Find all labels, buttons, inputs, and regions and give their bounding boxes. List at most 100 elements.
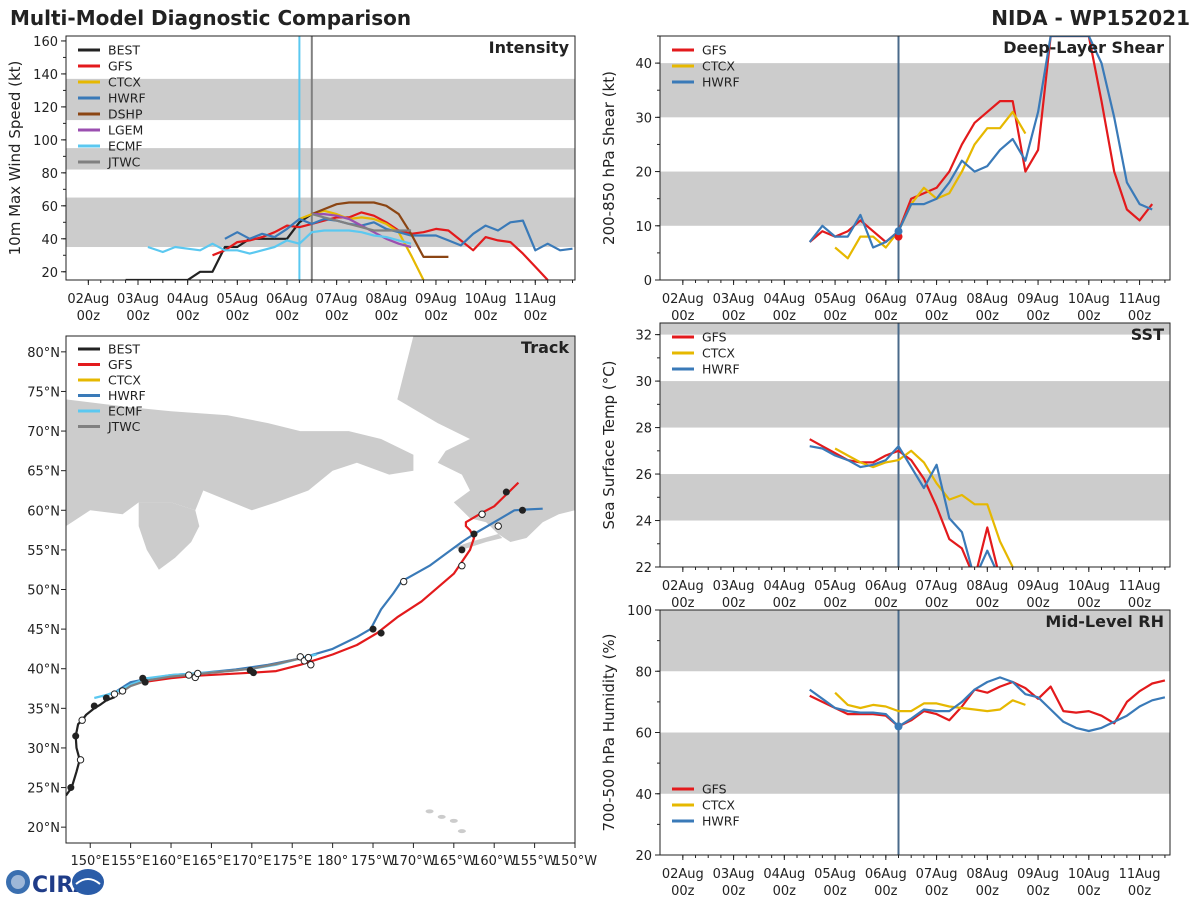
- track-lat-label: 75°N: [27, 385, 60, 400]
- track-lon-label: 175°W: [351, 854, 395, 869]
- track-landmass: [453, 534, 503, 550]
- shear-ytick-label: 10: [635, 220, 652, 235]
- track-open-marker: [118, 687, 127, 695]
- shear-xtick-label: 10Aug: [1068, 292, 1110, 307]
- sst-xtick-sublabel: 00z: [1077, 596, 1101, 611]
- shear-legend-label: HWRF: [702, 75, 740, 90]
- intensity-xtick-label: 06Aug: [266, 292, 308, 307]
- track-lon-label: 150°E: [70, 854, 110, 869]
- track-position-marker: [67, 784, 75, 792]
- sst-band: [660, 323, 1170, 335]
- track-lon-label: 170°E: [232, 854, 272, 869]
- rh-xtick-sublabel: 00z: [1128, 884, 1152, 899]
- shear-xtick-sublabel: 00z: [1026, 309, 1050, 324]
- sst-xtick-label: 04Aug: [763, 579, 805, 594]
- intensity-xtick-sublabel: 00z: [424, 309, 448, 324]
- rh-title: Mid-Level RH: [1045, 612, 1164, 631]
- intensity-xtick-sublabel: 00z: [375, 309, 399, 324]
- shear-xtick-label: 03Aug: [713, 292, 755, 307]
- track-open-marker: [78, 716, 86, 724]
- intensity-xtick-label: 02Aug: [67, 292, 109, 307]
- track-position-marker: [369, 625, 377, 633]
- track-lon-label: 165°E: [192, 854, 232, 869]
- track-landmass: [138, 502, 200, 570]
- track-legend-label: CTCX: [108, 373, 141, 388]
- intensity-xtick-label: 04Aug: [167, 292, 209, 307]
- rh-series-hwrf: [809, 676, 1166, 733]
- intensity-ytick-label: 160: [33, 35, 58, 50]
- sst-xtick-label: 09Aug: [1017, 579, 1059, 594]
- track-open-marker: [458, 562, 466, 570]
- shear-legend-label: CTCX: [702, 59, 735, 74]
- rh-series-gfs: [809, 679, 1166, 728]
- sst-ytick-label: 32: [635, 329, 652, 344]
- intensity-legend-label: CTCX: [108, 75, 141, 90]
- shear-legend-label: GFS: [702, 43, 727, 58]
- intensity-series-hwrf: [224, 217, 573, 252]
- track-open-marker: [304, 653, 313, 662]
- track-lon-label: 160°W: [472, 854, 516, 869]
- intensity-xtick-sublabel: 00z: [226, 309, 250, 324]
- rh-ytick-label: 40: [635, 788, 652, 803]
- shear-xtick-sublabel: 00z: [1128, 309, 1152, 324]
- track-lon-label: 155°W: [513, 854, 557, 869]
- intensity-xtick-label: 11Aug: [514, 292, 556, 307]
- track-lon-label: 160°E: [151, 854, 191, 869]
- sst-panel: 22 24 26 28 30 32 02Aug 00z 03Aug 00z 04Aug 00z 05Au…: [600, 322, 1171, 611]
- intensity-xtick-sublabel: 00z: [176, 309, 200, 324]
- track-lat-label: 65°N: [27, 465, 60, 480]
- track-lat-label: 35°N: [27, 702, 60, 717]
- track-position-marker: [141, 678, 149, 686]
- intensity-legend-label: GFS: [108, 59, 133, 74]
- intensity-legend-label: LGEM: [108, 123, 143, 138]
- intensity-frame: [65, 35, 576, 281]
- cira-logo: CIRA: [6, 869, 104, 898]
- sst-ytick-label: 22: [635, 561, 652, 576]
- sst-ylabel: Sea Surface Temp (°C): [600, 360, 618, 529]
- track-lat-label: 30°N: [27, 742, 60, 757]
- track-lat-label: 20°N: [27, 821, 60, 836]
- sst-xtick-sublabel: 00z: [722, 596, 746, 611]
- intensity-xtick-sublabel: 00z: [474, 309, 498, 324]
- track-open-marker: [478, 510, 486, 518]
- sst-xtick-sublabel: 00z: [823, 596, 847, 611]
- track-lat-label: 70°N: [27, 425, 60, 440]
- shear-xtick-sublabel: 00z: [925, 309, 949, 324]
- shear-series-gfs: [808, 36, 1154, 244]
- track-open-marker: [494, 522, 502, 530]
- track-lat-label: 60°N: [27, 504, 60, 519]
- track-lon-label: 175°E: [272, 854, 312, 869]
- track-open-marker: [307, 661, 315, 669]
- track-lat-label: 40°N: [27, 663, 60, 678]
- shear-xtick-label: 09Aug: [1017, 292, 1059, 307]
- shear-ytick-label: 40: [635, 57, 652, 72]
- sst-xtick-sublabel: 00z: [773, 596, 797, 611]
- rh-xtick-label: 05Aug: [814, 867, 856, 882]
- track-lon-label: 155°E: [111, 854, 151, 869]
- track-open-marker: [185, 671, 193, 679]
- track-open-marker: [193, 669, 202, 678]
- sst-band: [660, 474, 1170, 521]
- track-position-marker: [502, 488, 510, 496]
- sst-frame: [659, 322, 1171, 568]
- rh-ytick-label: 80: [635, 665, 652, 680]
- track-series-best: [66, 696, 115, 797]
- shear-xtick-label: 06Aug: [865, 292, 907, 307]
- intensity-ytick-label: 140: [33, 68, 58, 83]
- track-lat-label: 45°N: [27, 623, 60, 638]
- intensity-ytick-label: 60: [41, 200, 58, 215]
- sst-series-ctcx: [834, 447, 1014, 567]
- track-island: [449, 818, 458, 823]
- track-island: [457, 829, 466, 834]
- rh-xtick-label: 06Aug: [865, 867, 907, 882]
- track-open-marker: [110, 690, 119, 698]
- intensity-xtick-label: 07Aug: [316, 292, 358, 307]
- sst-band: [660, 381, 1170, 428]
- sst-legend-label: HWRF: [702, 362, 740, 377]
- shear-frame: [659, 35, 1171, 281]
- sst-xtick-label: 08Aug: [966, 579, 1008, 594]
- shear-xtick-label: 07Aug: [916, 292, 958, 307]
- track-position-marker: [470, 530, 478, 538]
- rh-xtick-label: 07Aug: [916, 867, 958, 882]
- sst-ytick-label: 24: [635, 515, 652, 530]
